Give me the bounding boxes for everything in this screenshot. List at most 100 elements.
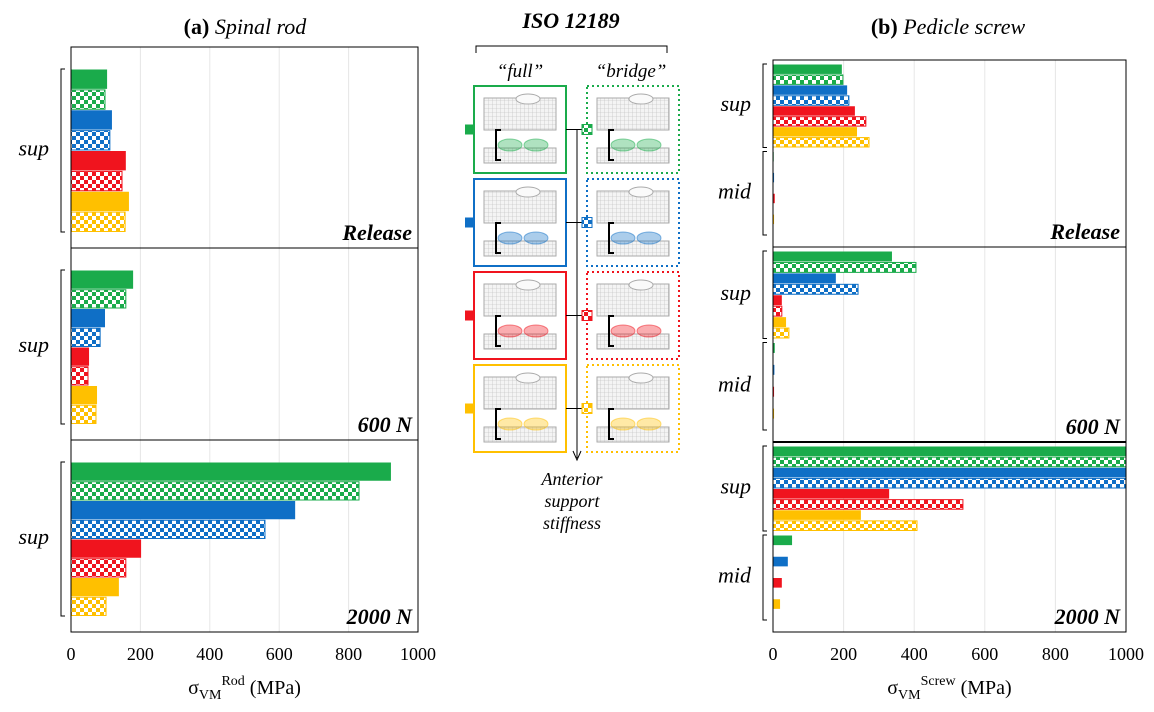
chart-title: (a) Spinal rod bbox=[184, 14, 308, 39]
lower-block bbox=[484, 241, 556, 256]
bar bbox=[773, 106, 855, 115]
disc bbox=[524, 418, 548, 430]
chart-title: (b) Pedicle screw bbox=[871, 14, 1026, 39]
group-bracket bbox=[61, 462, 65, 616]
bar bbox=[773, 65, 842, 74]
bar bbox=[71, 367, 88, 385]
bar bbox=[71, 405, 96, 423]
bar bbox=[71, 578, 119, 596]
bridge-marker bbox=[582, 125, 592, 135]
group-bracket bbox=[61, 270, 65, 424]
group-bracket bbox=[763, 251, 767, 339]
group-bracket bbox=[763, 152, 767, 236]
lower-block bbox=[597, 241, 669, 256]
full-marker bbox=[465, 125, 475, 135]
axis-note: Anterior bbox=[541, 469, 604, 489]
load-cylinder bbox=[629, 94, 653, 104]
bar bbox=[773, 328, 789, 338]
x-label-symbol: σ bbox=[887, 677, 898, 699]
panel-label: 600 N bbox=[1066, 414, 1122, 439]
bar bbox=[71, 309, 105, 327]
disc bbox=[611, 325, 635, 337]
bar bbox=[71, 110, 112, 129]
column-label: “bridge” bbox=[596, 61, 667, 82]
bridge-marker bbox=[582, 311, 592, 321]
full-marker bbox=[465, 404, 475, 414]
panel-label: (a) bbox=[184, 14, 210, 39]
x-tick-label: 0 bbox=[67, 644, 76, 664]
bar bbox=[773, 306, 782, 316]
disc bbox=[637, 418, 661, 430]
bar bbox=[71, 328, 100, 346]
lower-block bbox=[484, 427, 556, 442]
x-tick-label: 800 bbox=[1042, 644, 1069, 664]
panel-label: 600 N bbox=[358, 412, 414, 437]
bar bbox=[71, 348, 89, 366]
panel-label: Release bbox=[341, 220, 412, 245]
x-tick-label: 800 bbox=[335, 644, 362, 664]
bar bbox=[773, 85, 847, 94]
bar bbox=[773, 96, 849, 105]
bar bbox=[773, 317, 786, 327]
panel-label: Release bbox=[1049, 219, 1120, 244]
load-cylinder bbox=[516, 187, 540, 197]
full-marker bbox=[465, 311, 475, 321]
title-text: Pedicle screw bbox=[902, 14, 1025, 39]
panel-label: 2000 N bbox=[1054, 604, 1122, 629]
bar bbox=[773, 447, 1126, 457]
bar bbox=[71, 597, 106, 615]
bar bbox=[773, 457, 1126, 467]
disc bbox=[524, 139, 548, 151]
disc bbox=[498, 232, 522, 244]
disc bbox=[498, 418, 522, 430]
stiffness-arrow bbox=[573, 130, 581, 460]
diagram-title: ISO 12189 bbox=[521, 8, 619, 33]
disc bbox=[524, 232, 548, 244]
x-tick-label: 200 bbox=[127, 644, 154, 664]
bar bbox=[773, 138, 869, 147]
x-axis-label: σVMRod (MPa) bbox=[188, 674, 301, 703]
bar bbox=[773, 273, 836, 283]
group-bracket bbox=[763, 64, 767, 148]
group-label: mid bbox=[718, 178, 752, 203]
x-tick-label: 1000 bbox=[1108, 644, 1144, 664]
axis-note: support bbox=[544, 491, 600, 511]
disc bbox=[611, 139, 635, 151]
group-label: sup bbox=[720, 280, 751, 305]
x-label-unit: (MPa) bbox=[961, 677, 1012, 699]
group-label: sup bbox=[720, 474, 751, 499]
group-label: sup bbox=[18, 332, 49, 357]
bridge-marker bbox=[582, 218, 592, 228]
disc bbox=[498, 325, 522, 337]
load-cylinder bbox=[516, 280, 540, 290]
disc bbox=[498, 139, 522, 151]
bar bbox=[71, 151, 126, 170]
disc bbox=[611, 418, 635, 430]
lower-block bbox=[597, 334, 669, 349]
bar bbox=[71, 386, 97, 404]
bar bbox=[773, 536, 792, 546]
group-bracket bbox=[61, 69, 65, 232]
bar bbox=[773, 75, 843, 84]
x-label-unit: (MPa) bbox=[250, 677, 301, 699]
disc bbox=[637, 139, 661, 151]
x-tick-label: 600 bbox=[266, 644, 293, 664]
bar bbox=[773, 127, 857, 136]
group-label: mid bbox=[718, 371, 752, 396]
group-bracket bbox=[763, 535, 767, 620]
panel-label: (b) bbox=[871, 14, 898, 39]
diagram-brace bbox=[476, 46, 667, 53]
bar bbox=[71, 540, 141, 558]
x-label-symbol: σ bbox=[188, 677, 199, 699]
bar bbox=[773, 510, 861, 520]
bar bbox=[773, 478, 1126, 488]
figure: (a) Spinal rod02004006008001000σVMRod (M… bbox=[0, 0, 1154, 712]
bar bbox=[773, 252, 892, 262]
load-cylinder bbox=[629, 187, 653, 197]
bar bbox=[773, 468, 1126, 478]
bar bbox=[773, 295, 782, 305]
load-cylinder bbox=[629, 280, 653, 290]
load-cylinder bbox=[516, 373, 540, 383]
x-label-sub: VM bbox=[199, 688, 222, 703]
bar bbox=[71, 271, 133, 289]
